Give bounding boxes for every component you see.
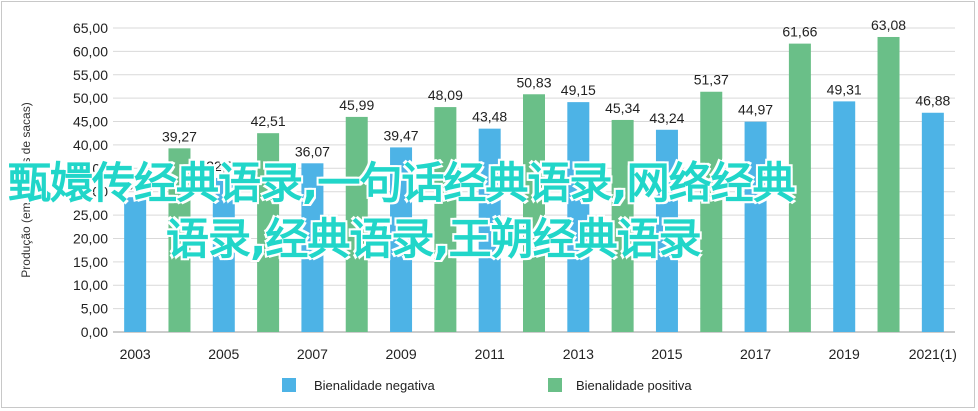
data-label: 28,82: [118, 177, 153, 193]
y-tick-label: 5,00: [81, 301, 108, 317]
bar-positive: [168, 148, 191, 332]
data-label: 43,48: [472, 109, 507, 125]
data-label: 51,37: [694, 72, 729, 88]
bars: 28,82 39,27 32,94 42,51 36,07 45,99 39,47 48,09…: [118, 17, 951, 333]
x-tick-label: 2003: [120, 346, 151, 362]
bar-positive: [611, 119, 634, 333]
x-tick-label: 2009: [385, 346, 416, 362]
legend-label-positive: Bienalidade positiva: [576, 378, 692, 393]
y-tick-label: 30,00: [73, 184, 108, 200]
data-label: 43,24: [649, 110, 684, 126]
y-tick-label: 60,00: [73, 43, 108, 59]
data-label: 61,66: [782, 24, 817, 40]
bar-negative: [921, 112, 944, 332]
bar-positive: [877, 36, 900, 333]
bar-negative: [478, 128, 501, 332]
x-tick-label: 2013: [563, 346, 594, 362]
bar-positive: [523, 94, 545, 332]
y-tick-label: 55,00: [73, 67, 108, 83]
data-label: 39,47: [384, 127, 419, 143]
data-label: 63,08: [871, 17, 906, 33]
y-tick-label: 35,00: [73, 160, 108, 176]
y-tick-label: 15,00: [73, 254, 108, 270]
data-label: 46,88: [915, 93, 950, 109]
data-label: 45,34: [605, 100, 640, 116]
data-label: 36,07: [295, 143, 330, 159]
y-axis-label: Produção (em milhões de sacas): [19, 102, 33, 277]
bar-positive: [257, 133, 280, 332]
y-tick-label: 0,00: [81, 324, 108, 340]
data-label: 49,15: [561, 82, 596, 98]
data-label: 42,51: [251, 113, 286, 129]
bar-negative: [390, 147, 413, 332]
bar-negative: [212, 177, 235, 332]
y-tick-label: 65,00: [73, 20, 108, 36]
watermark-overlay-text: 甄嬛传经典语录,一句话经典语录,网络经典 语录,经典语录,王朔经典语录: [8, 156, 948, 268]
overlay-line-1: 甄嬛传经典语录,一句话经典语录,网络经典: [8, 159, 796, 209]
bar-positive: [345, 116, 368, 332]
x-tick-label: 2011: [475, 346, 505, 362]
bar-negative: [655, 129, 678, 332]
data-label: 45,99: [339, 97, 374, 113]
legend-swatch-positive: [548, 378, 562, 392]
data-label: 44,97: [738, 102, 773, 118]
data-label: 48,09: [428, 87, 463, 103]
data-label: 32,94: [206, 158, 241, 174]
bar-negative: [567, 102, 590, 332]
bar-positive: [434, 107, 457, 333]
x-tick-label: 2007: [297, 346, 328, 362]
y-tick-label: 20,00: [73, 230, 108, 246]
x-tick-label: 2017: [740, 346, 771, 362]
y-tick-label: 45,00: [73, 114, 108, 130]
x-tick-label: 2021(1): [909, 346, 957, 362]
bar-negative: [301, 163, 324, 332]
overlay-line-2: 语录,经典语录,王朔经典语录: [166, 215, 702, 265]
bar-positive: [700, 91, 723, 332]
legend-label-negative: Bienalidade negativa: [314, 378, 435, 393]
gridlines: [113, 27, 955, 333]
y-tick-label: 50,00: [73, 90, 108, 106]
bar-positive: [788, 43, 811, 333]
x-tick-label: 2019: [829, 346, 860, 362]
y-axis-ticks: 0,00 5,00 10,00 15,00 20,00 25,00 30,00 35,00 40…: [73, 20, 108, 340]
bar-negative: [124, 197, 147, 332]
x-axis-ticks: 2003 2005 2007 2009 2011 2013 2015 2017 2019 2021…: [120, 346, 957, 362]
legend: Bienalidade negativa Bienalidade positiv…: [282, 378, 692, 393]
legend-swatch-negative: [282, 378, 296, 392]
data-label: 39,27: [162, 128, 197, 144]
y-tick-label: 25,00: [73, 207, 108, 223]
data-label: 50,83: [516, 74, 551, 90]
y-tick-label: 40,00: [73, 137, 108, 153]
x-tick-label: 2015: [651, 346, 682, 362]
y-tick-label: 10,00: [73, 277, 108, 293]
bar-negative: [833, 101, 856, 332]
data-label: 49,31: [827, 81, 862, 97]
bar-negative: [744, 121, 767, 332]
x-tick-label: 2005: [208, 346, 239, 362]
